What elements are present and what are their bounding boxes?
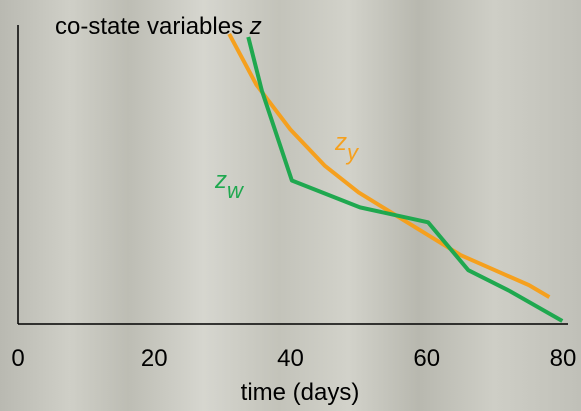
series-subscript: y [345,140,360,165]
series-subscript: w [227,178,245,203]
series-line [229,34,549,297]
x-tick-label: 60 [413,345,440,372]
x-tick-label: 20 [141,345,168,372]
title-text: co-state variables [55,13,250,40]
x-tick-label: 40 [277,345,304,372]
series-name: z [214,167,227,194]
series-label: zw [214,167,245,203]
series-name: z [334,129,347,156]
series-label: zy [334,129,360,165]
x-axis-label: time (days) [241,379,360,406]
slide: co-state variables z time (days) 0 20 40 60… [0,0,581,411]
x-tick-label: 0 [11,345,24,372]
x-tick-label: 80 [550,345,577,372]
chart: co-state variables z time (days) 0 20 40 60… [0,0,581,411]
title-symbol: z [249,13,262,40]
